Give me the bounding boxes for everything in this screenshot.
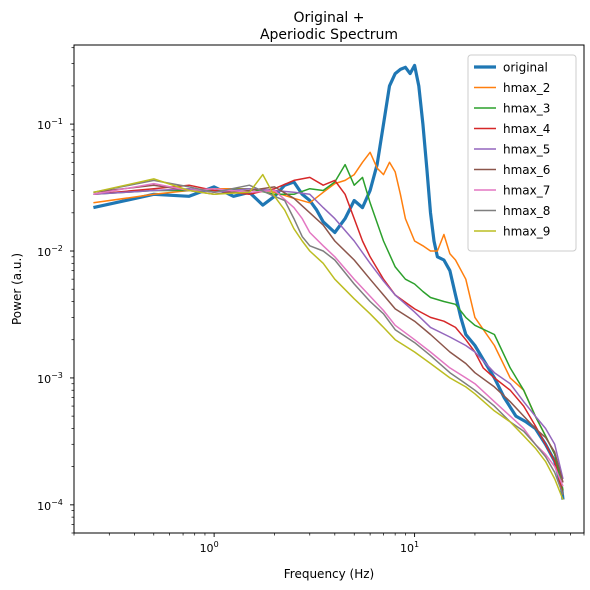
chart-title: Original + (294, 10, 365, 26)
y-tick-label: 10−4 (37, 498, 63, 513)
y-axis-label: Power (a.u.) (10, 253, 24, 325)
legend: original hmax_2 hmax_3 hmax_4 hmax_5 hmax_6hm… (467, 54, 577, 252)
legend-label-hmax_2: hmax_2 (503, 81, 550, 95)
series-layer (93, 63, 565, 500)
series-line-hmax_7 (93, 182, 564, 487)
series-line-hmax_2 (93, 151, 564, 491)
legend-box (467, 54, 577, 252)
legend-label-hmax_4: hmax_4 (503, 122, 550, 136)
series-line-hmax_9 (93, 173, 564, 500)
plot-frame (73, 44, 585, 534)
ticks-layer: 100 101 10−4 10−3 10−2 10−1 (37, 47, 585, 555)
x-tick-label: 101 (400, 540, 419, 555)
legend-label-hmax_5: hmax_5 (503, 143, 550, 157)
legend-label-hmax_8: hmax_8 (503, 204, 550, 218)
y-tick-label: 10−2 (37, 244, 63, 259)
chart-subtitle: Aperiodic Spectrum (260, 27, 398, 43)
legend-label-hmax_9: hmax_9 (503, 225, 550, 239)
y-tick-label: 10−3 (37, 371, 63, 386)
legend-label-hmax_7: hmax_7 (503, 184, 550, 198)
y-tick-label: 10−1 (37, 117, 63, 132)
series-line-hmax_3 (93, 163, 564, 491)
series-line-hmax_6 (93, 184, 564, 483)
series-line-hmax_5 (93, 187, 564, 480)
legend-label-hmax_6: hmax_6 (503, 163, 550, 177)
x-tick-label: 100 (200, 540, 219, 555)
x-axis-label: Frequency (Hz) (284, 567, 375, 581)
series-line-hmax_8 (93, 179, 564, 496)
legend-label-hmax_3: hmax_3 (503, 102, 550, 116)
legend-label-original: original (503, 61, 548, 75)
